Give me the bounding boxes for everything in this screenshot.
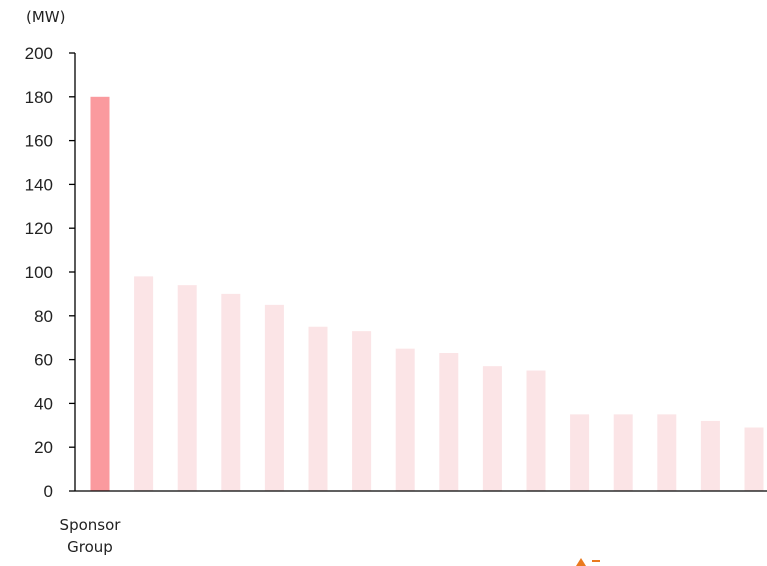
y-tick-label: 0	[44, 482, 53, 501]
y-tick-label: 180	[25, 88, 53, 107]
y-axis: 0 20 40 60 80 100 120 140 160 180 200	[25, 44, 76, 501]
bar-7	[352, 331, 372, 491]
bar-13	[613, 414, 633, 491]
bars	[90, 96, 764, 492]
orange-mark-tick	[592, 560, 600, 562]
category-label-group: Group	[67, 538, 113, 556]
bar-6	[308, 326, 328, 491]
bar-3	[177, 285, 197, 491]
y-tick-label: 200	[25, 44, 53, 63]
orange-triangle-icon	[576, 558, 586, 566]
bar-sponsor-group	[90, 96, 110, 492]
bar-8	[395, 348, 415, 491]
y-tick-label: 80	[34, 307, 53, 326]
y-tick-label: 160	[25, 132, 53, 151]
bar-15	[700, 420, 720, 491]
y-tick-label: 40	[34, 394, 53, 413]
y-tick-label: 20	[34, 438, 53, 457]
y-tick-label: 140	[25, 175, 53, 194]
bar-16	[744, 427, 764, 491]
y-axis-unit-label: (MW)	[26, 8, 66, 26]
category-label-sponsor: Sponsor	[59, 516, 121, 534]
bar-2	[134, 276, 154, 491]
bar-10	[482, 366, 502, 491]
bar-12	[570, 414, 590, 491]
bar-14	[657, 414, 677, 491]
bar-4	[221, 293, 241, 491]
bar-5	[264, 304, 284, 491]
y-tick-label: 120	[25, 219, 53, 238]
y-tick-label: 60	[34, 351, 53, 370]
bar-11	[526, 370, 546, 491]
y-tick-label: 100	[25, 263, 53, 282]
bar-9	[439, 353, 459, 491]
